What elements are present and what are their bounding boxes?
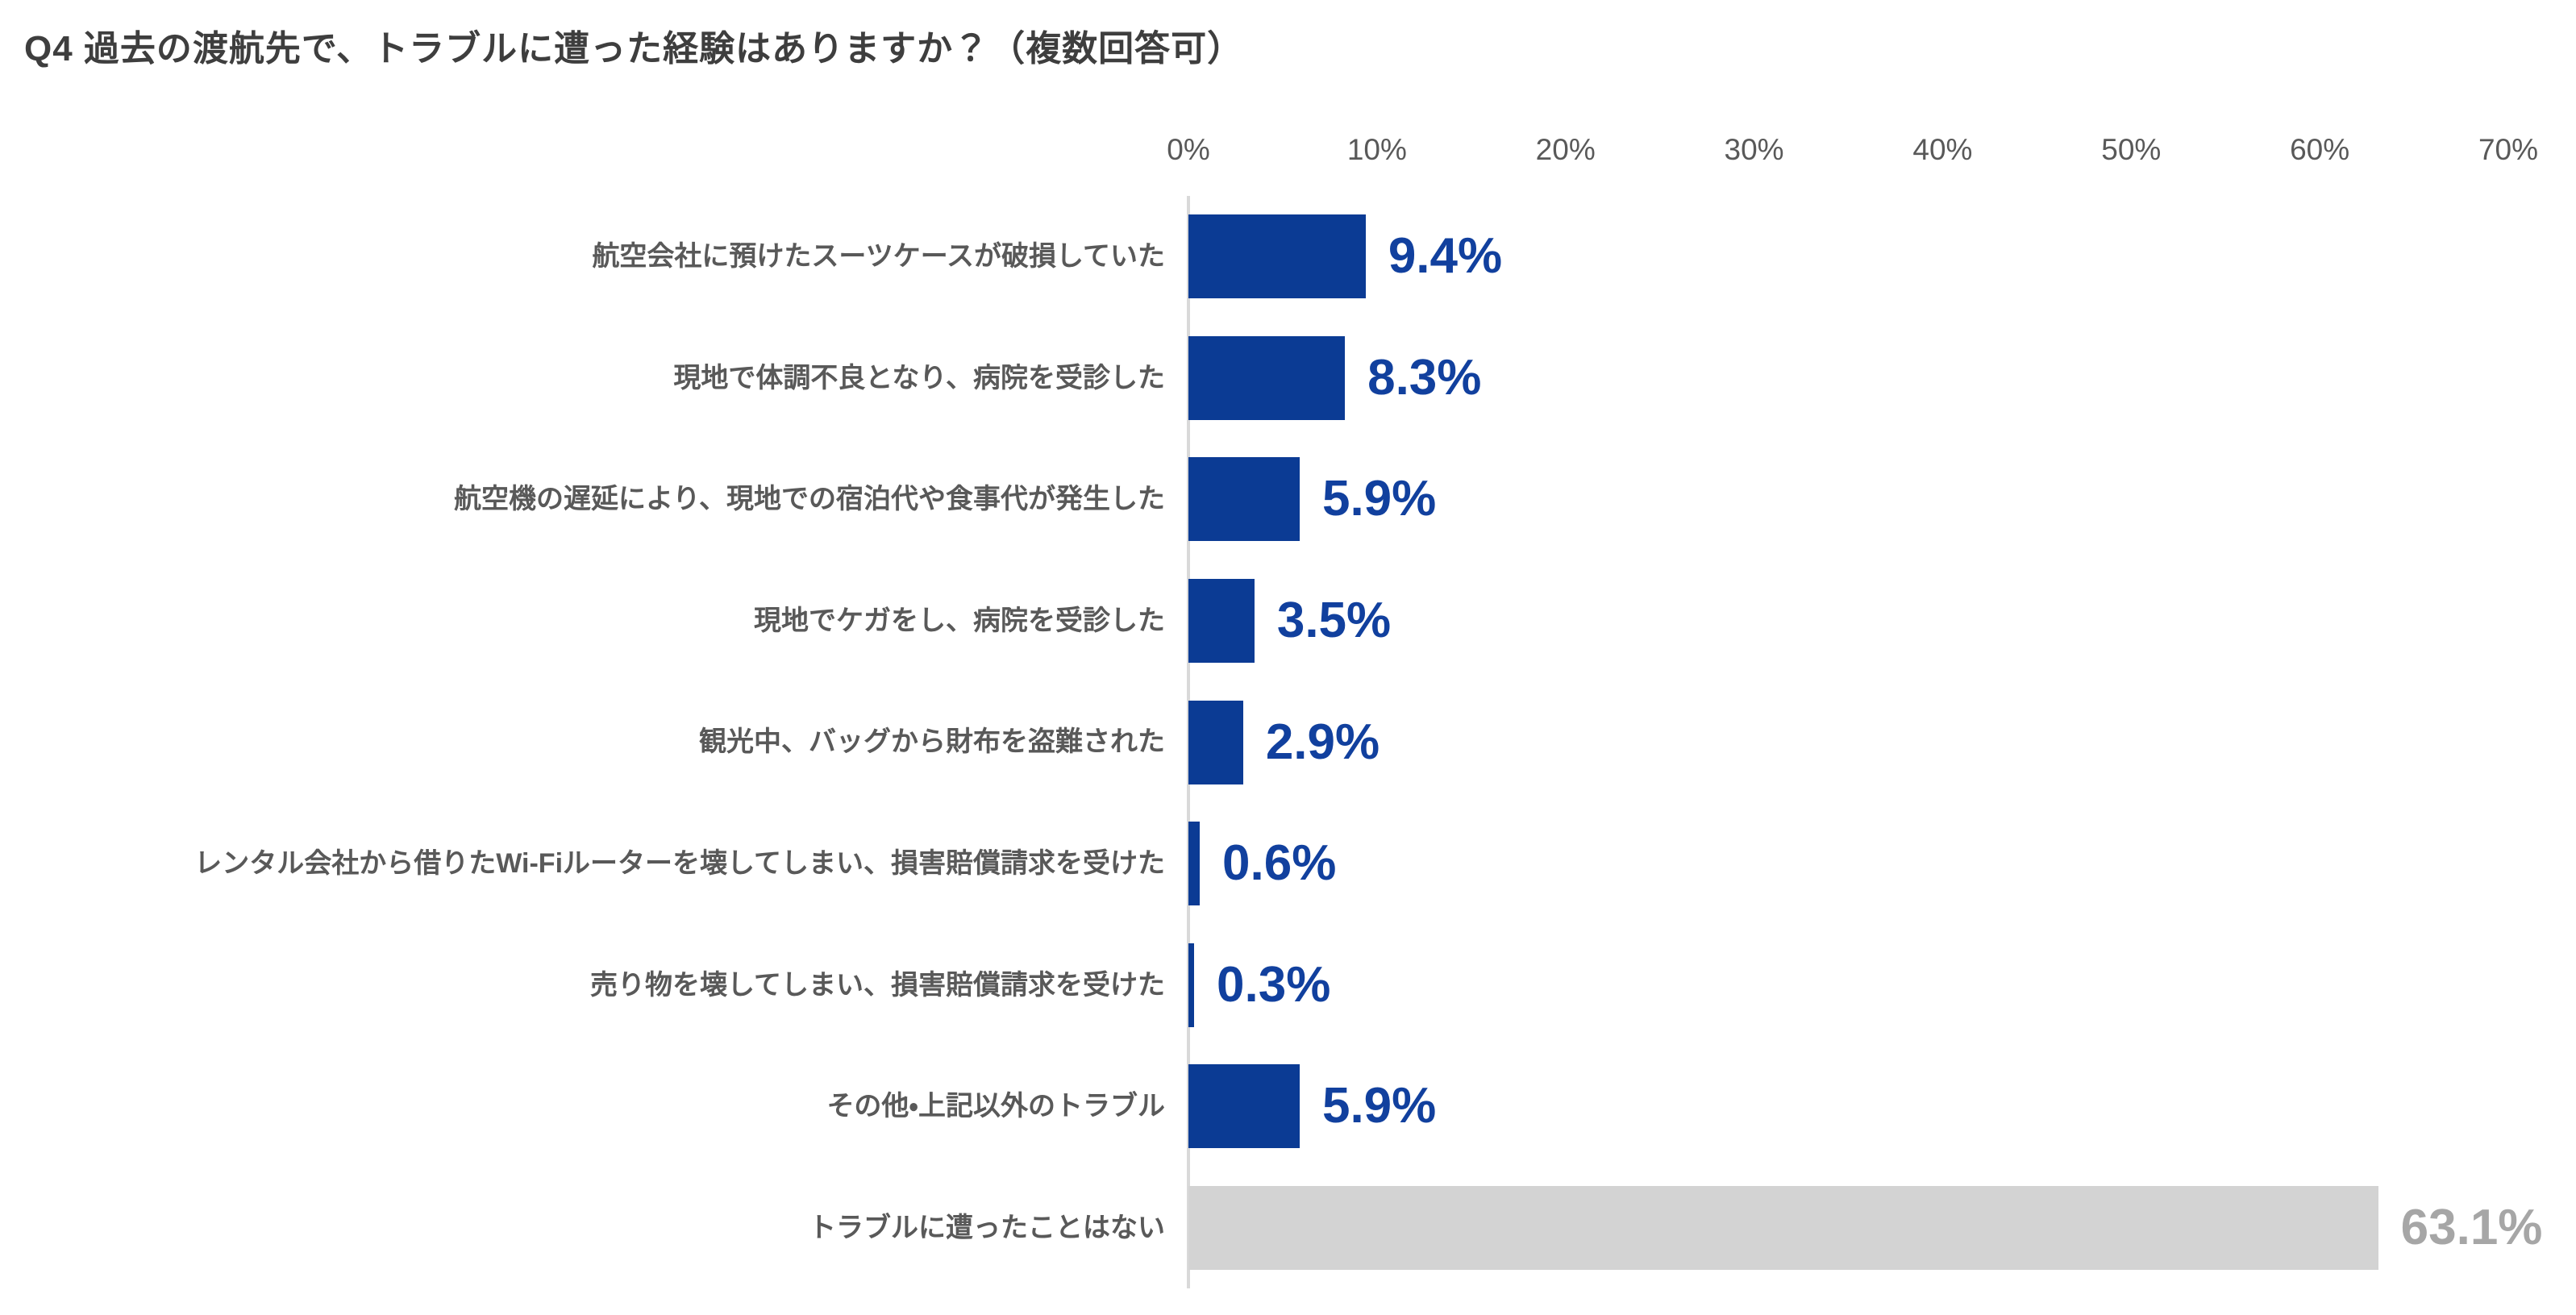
category-row: 観光中、バッグから財布を盗難された bbox=[0, 681, 1165, 803]
value-label: 5.9% bbox=[1321, 1078, 1437, 1134]
category-label: 現地でケガをし、病院を受診した bbox=[754, 605, 1165, 636]
category-label: その他・上記以外のトラブル bbox=[826, 1091, 1165, 1122]
category-row: その他・上記以外のトラブル bbox=[0, 1046, 1165, 1167]
value-label: 9.4% bbox=[1388, 228, 1503, 285]
bar bbox=[1188, 700, 1243, 784]
category-row: トラブルに遭ったことはない bbox=[0, 1167, 1165, 1289]
bar bbox=[1188, 214, 1366, 299]
bar bbox=[1188, 943, 1195, 1027]
value-label: 0.6% bbox=[1222, 835, 1337, 892]
category-label: 現地で体調不良となり、病院を受診した bbox=[673, 362, 1165, 393]
bar-row: 5.9% bbox=[1188, 439, 2508, 560]
category-label: レンタル会社から借りたWi-Fiルーターを壊してしまい、損害賠償請求を受けた bbox=[194, 848, 1165, 879]
bar bbox=[1188, 578, 1255, 663]
category-label: 売り物を壊してしまい、損害賠償請求を受けた bbox=[590, 969, 1165, 1001]
bar-row: 2.9% bbox=[1188, 681, 2508, 803]
category-labels-column: 航空会社に預けたスーツケースが破損していた現地で体調不良となり、病院を受診した航… bbox=[0, 196, 1165, 1288]
bar-row: 5.9% bbox=[1188, 1046, 2508, 1167]
value-label: 2.9% bbox=[1265, 714, 1380, 770]
bar bbox=[1188, 1185, 2378, 1270]
chart-title: Q4 過去の渡航先で、トラブルに遭った経験はありますか？（複数回答可） bbox=[24, 29, 1244, 69]
category-label: トラブルに遭ったことはない bbox=[809, 1212, 1165, 1243]
bar-row: 3.5% bbox=[1188, 560, 2508, 682]
bar bbox=[1188, 335, 1346, 420]
bar-row: 0.6% bbox=[1188, 803, 2508, 925]
x-axis-tick-label: 30% bbox=[1724, 133, 1784, 166]
x-axis-tick-label: 70% bbox=[2478, 133, 2539, 166]
x-axis-tick-label: 60% bbox=[2290, 133, 2350, 166]
bar bbox=[1188, 1064, 1300, 1149]
bar-row: 9.4% bbox=[1188, 196, 2508, 318]
bar-row: 0.3% bbox=[1188, 924, 2508, 1046]
bar-row: 8.3% bbox=[1188, 318, 2508, 439]
x-axis-tick-label: 0% bbox=[1167, 133, 1210, 166]
x-axis-tick-labels: 0% 10% 20% 30% 40% 50% 60% 70% bbox=[1167, 133, 2538, 170]
bar-chart-plot-area: 9.4% 8.3% 5.9% 3.5% 2.9% 0.6% 0.3% 5.9% 63.1% bbox=[1187, 196, 2542, 1289]
x-axis-tick-label: 10% bbox=[1346, 133, 1407, 166]
value-label: 3.5% bbox=[1276, 592, 1392, 648]
category-row: レンタル会社から借りたWi-Fiルーターを壊してしまい、損害賠償請求を受けた bbox=[0, 803, 1165, 925]
category-label: 航空機の遅延により、現地での宿泊代や食事代が発生した bbox=[454, 484, 1165, 515]
bar bbox=[1188, 457, 1300, 542]
bar-row: 63.1% bbox=[1188, 1167, 2542, 1289]
category-row: 航空会社に預けたスーツケースが破損していた bbox=[0, 196, 1165, 318]
category-label: 観光中、バッグから財布を盗難された bbox=[699, 726, 1165, 758]
category-row: 現地で体調不良となり、病院を受診した bbox=[0, 318, 1165, 439]
x-axis-tick-label: 20% bbox=[1535, 133, 1596, 166]
value-label: 0.3% bbox=[1217, 956, 1331, 1013]
value-label: 5.9% bbox=[1321, 471, 1437, 527]
category-row: 売り物を壊してしまい、損害賠償請求を受けた bbox=[0, 924, 1165, 1046]
x-axis-tick-label: 40% bbox=[1912, 133, 1973, 166]
x-axis-tick-label: 50% bbox=[2101, 133, 2162, 166]
category-row: 現地でケガをし、病院を受診した bbox=[0, 560, 1165, 682]
value-label: 63.1% bbox=[2400, 1199, 2543, 1255]
category-row: 航空機の遅延により、現地での宿泊代や食事代が発生した bbox=[0, 439, 1165, 560]
value-label: 8.3% bbox=[1367, 349, 1482, 406]
category-label: 航空会社に預けたスーツケースが破損していた bbox=[592, 241, 1165, 273]
bar bbox=[1188, 822, 1201, 906]
